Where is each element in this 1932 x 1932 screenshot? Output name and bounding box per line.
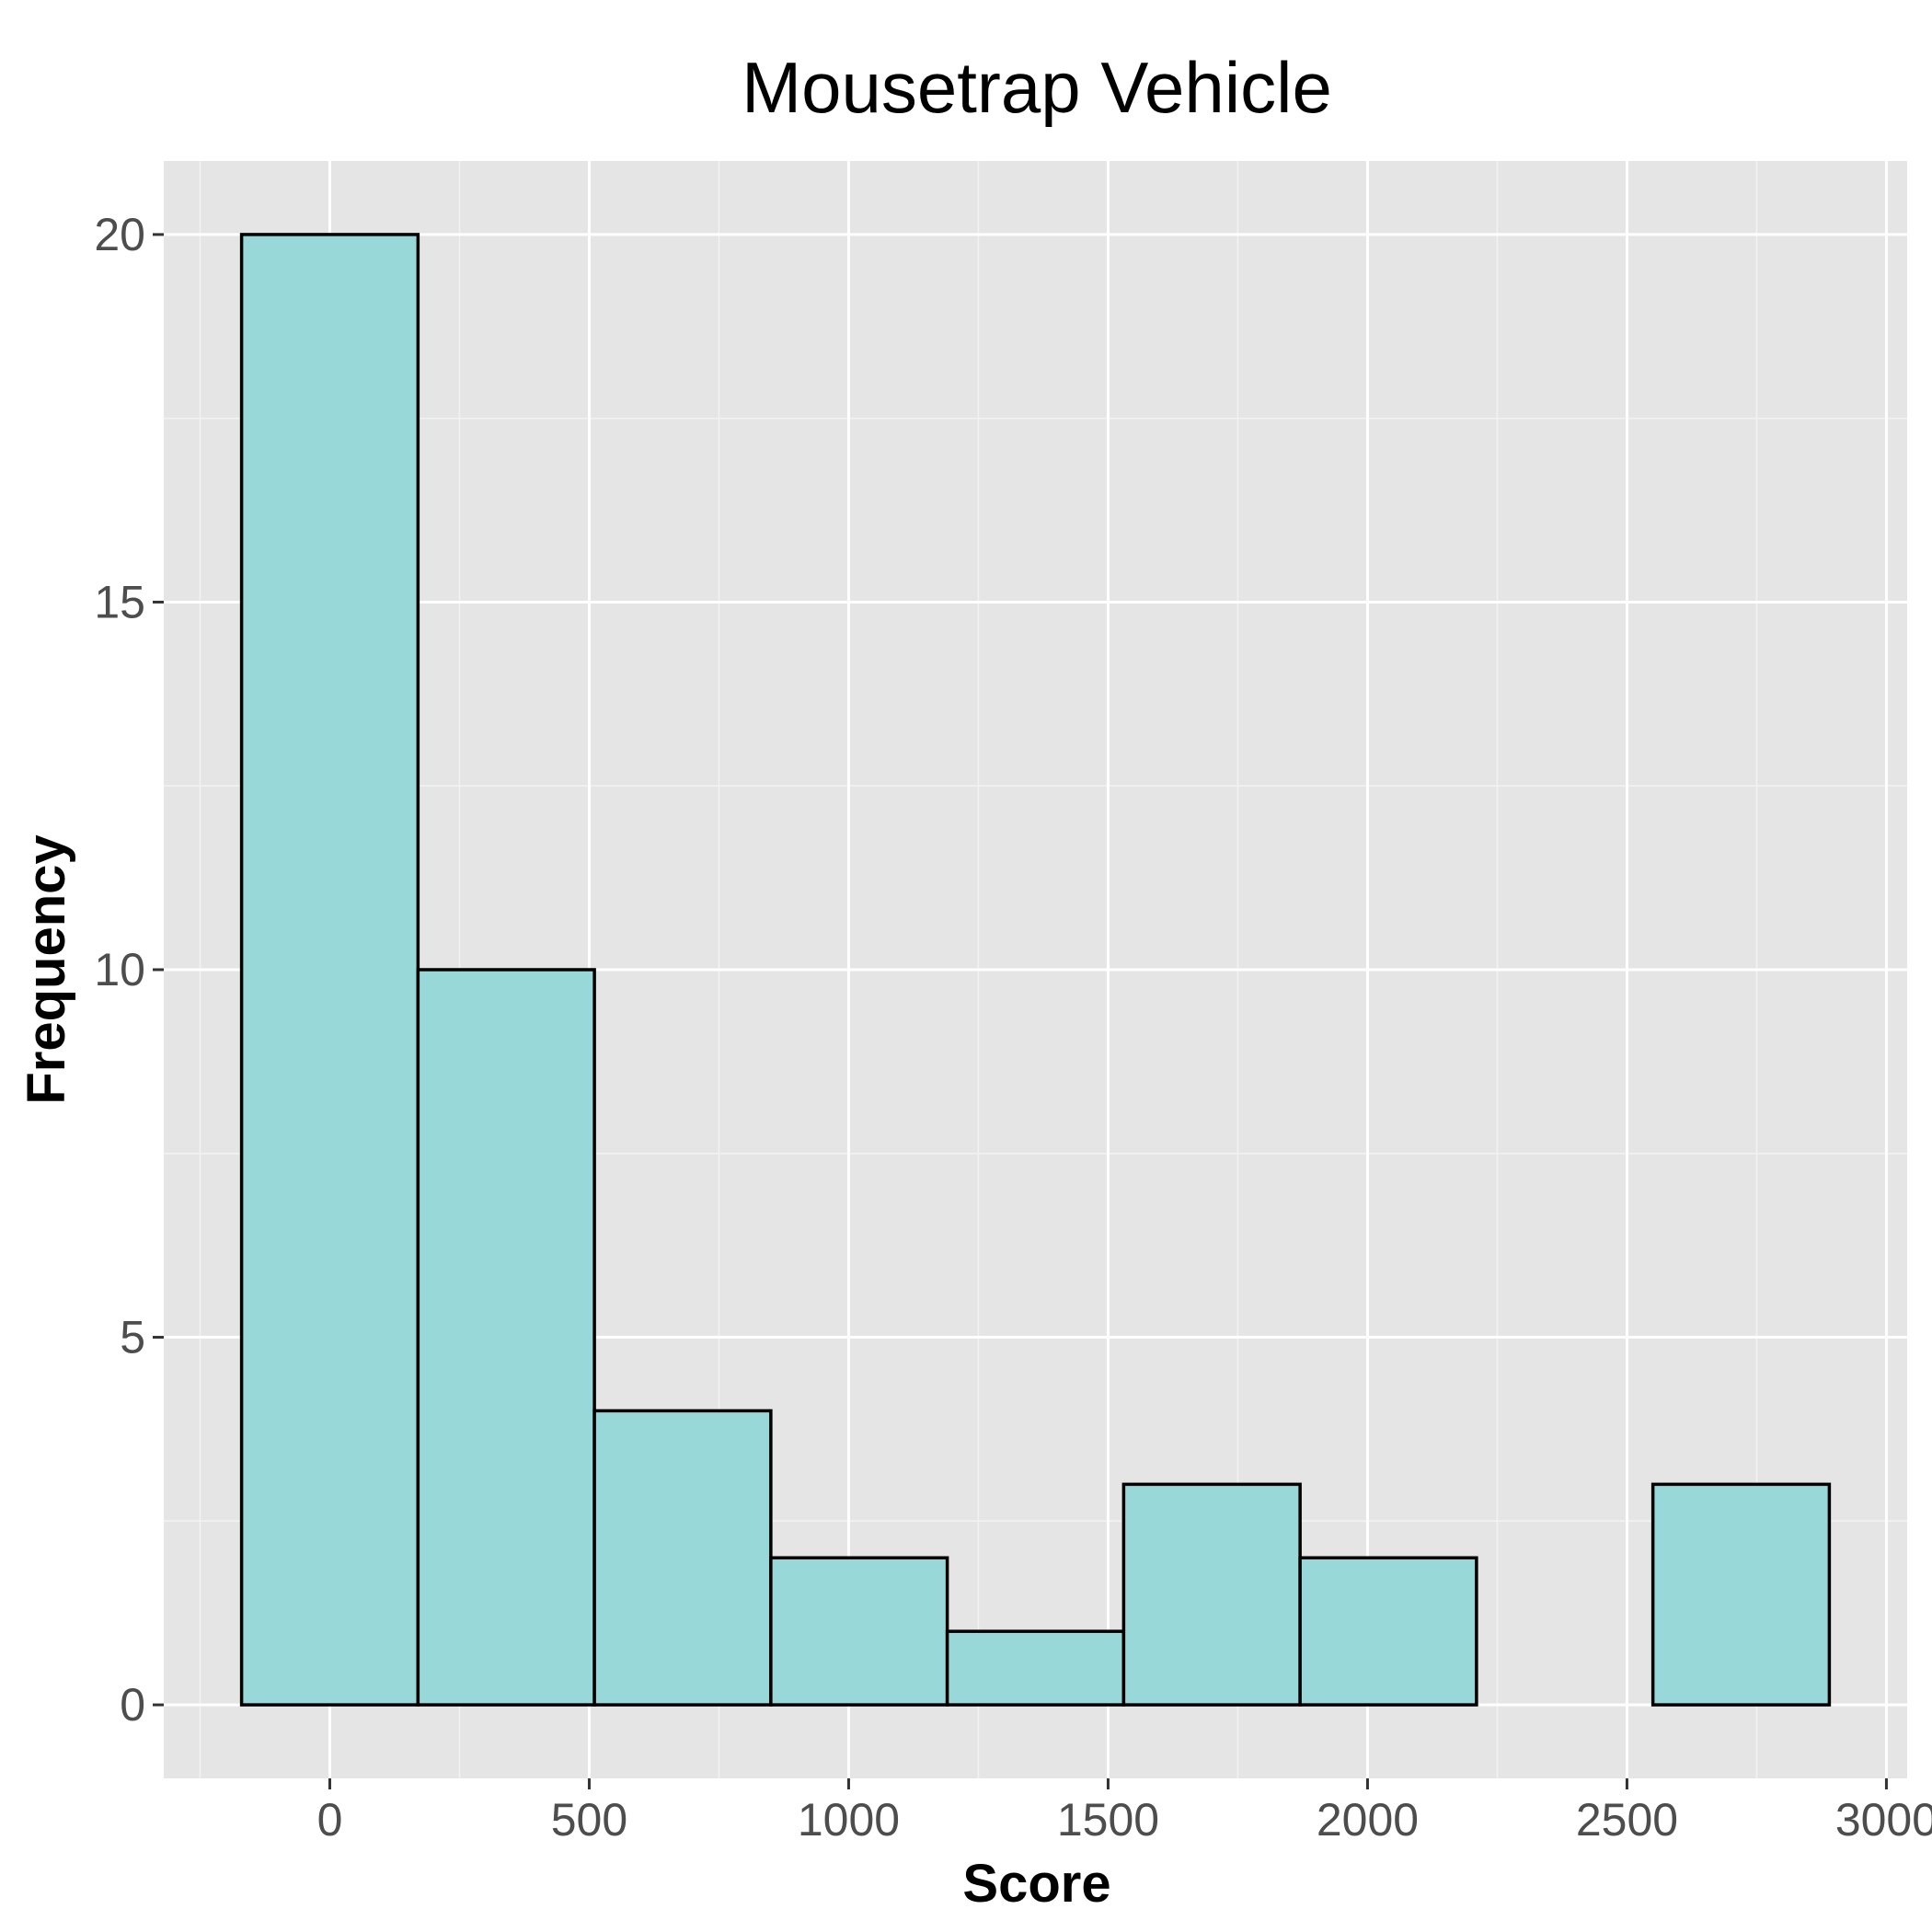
histogram-bar — [1650, 1482, 1832, 1707]
y-tick-label: 10 — [94, 944, 145, 995]
histogram-bar — [592, 1409, 773, 1707]
x-tick-label: 0 — [317, 1794, 343, 1846]
histogram-bar — [945, 1629, 1126, 1707]
histogram-bar — [1298, 1556, 1478, 1707]
histogram-bar — [1121, 1482, 1302, 1707]
x-tick-label: 500 — [551, 1794, 627, 1846]
histogram-bar — [769, 1556, 949, 1707]
histogram-bars — [239, 233, 1832, 1707]
chart-title: Mousetrap Vehicle — [742, 47, 1332, 128]
histogram-bar — [239, 233, 420, 1707]
y-tick-label: 20 — [94, 209, 145, 260]
y-axis: 0 5 10 15 20 — [94, 209, 164, 1731]
x-tick-label: 2000 — [1317, 1794, 1419, 1846]
y-tick-label: 0 — [120, 1679, 145, 1731]
histogram-bar — [416, 968, 596, 1707]
x-tick-label: 3000 — [1835, 1794, 1932, 1846]
y-tick-label: 15 — [94, 576, 145, 627]
x-axis-title: Score — [962, 1854, 1110, 1914]
y-axis-title: Frequency — [17, 834, 76, 1104]
x-tick-label: 1000 — [798, 1794, 900, 1846]
y-tick-label: 5 — [120, 1312, 145, 1363]
x-tick-label: 1500 — [1057, 1794, 1159, 1846]
x-axis: 0 500 1000 1500 2000 2500 3000 — [317, 1778, 1932, 1846]
x-tick-label: 2500 — [1576, 1794, 1678, 1846]
